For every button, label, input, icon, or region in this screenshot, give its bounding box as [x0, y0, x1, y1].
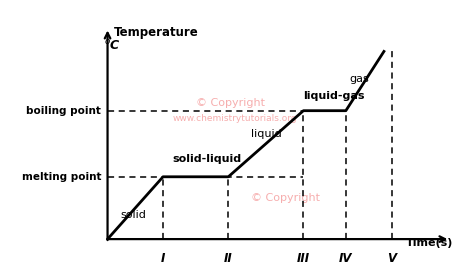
Text: I: I: [161, 252, 165, 265]
Text: gas: gas: [349, 74, 369, 84]
Text: $^o$C: $^o$C: [104, 39, 121, 53]
Text: © Copyright: © Copyright: [251, 193, 320, 203]
Text: melting point: melting point: [21, 172, 101, 182]
Text: III: III: [297, 252, 310, 265]
Text: © Copyright: © Copyright: [196, 98, 264, 108]
Text: IV: IV: [339, 252, 353, 265]
Text: Time(s): Time(s): [406, 238, 454, 248]
Text: solid-liquid: solid-liquid: [173, 153, 242, 164]
Text: boiling point: boiling point: [26, 106, 101, 116]
Text: liquid: liquid: [251, 129, 282, 139]
Text: Temperature: Temperature: [114, 26, 199, 39]
Text: liquid-gas: liquid-gas: [303, 91, 365, 101]
Text: www.chemistrytutorials.org: www.chemistrytutorials.org: [173, 114, 298, 123]
Text: II: II: [224, 252, 233, 265]
Text: V: V: [387, 252, 396, 265]
Text: solid: solid: [120, 210, 146, 220]
